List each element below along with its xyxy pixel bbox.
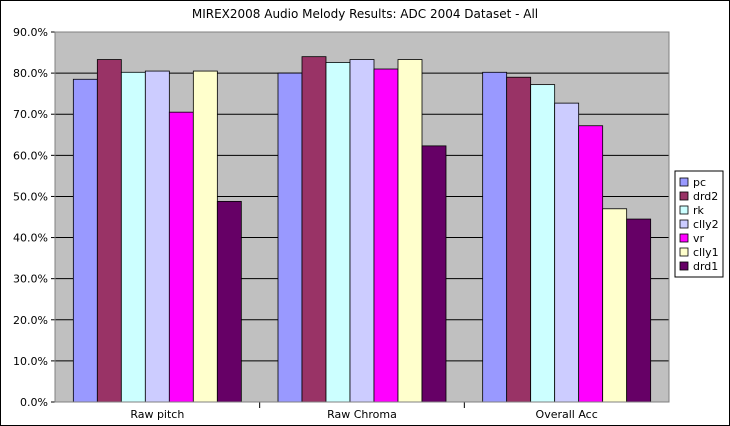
bar [373, 68, 399, 403]
bar [192, 70, 218, 403]
bar [216, 200, 242, 403]
x-tick-label: Overall Acc [536, 408, 598, 421]
bar [397, 59, 423, 403]
bar [168, 111, 194, 403]
y-tick-label: 60.0% [13, 149, 48, 162]
legend-swatch [679, 247, 689, 257]
x-tick-label: Raw pitch [130, 408, 184, 421]
bar [72, 78, 98, 403]
y-tick-label: 30.0% [13, 273, 48, 286]
bar [578, 125, 604, 403]
bar [144, 70, 170, 403]
legend-label: drd1 [693, 260, 718, 273]
bar [626, 218, 652, 403]
y-tick-label: 40.0% [13, 232, 48, 245]
legend-label: vr [693, 232, 705, 245]
chart-title: MIREX2008 Audio Melody Results: ADC 2004… [192, 7, 538, 21]
bar [530, 84, 556, 403]
bar [602, 208, 628, 403]
axes: 0.0% 10.0% 20.0% 30.0% 40.0% 50.0% 60.0% 70.0% 8… [13, 26, 670, 421]
y-tick-label: 70.0% [13, 108, 48, 121]
legend-swatch [679, 191, 689, 201]
y-tick-label: 10.0% [13, 355, 48, 368]
y-tick-label: 90.0% [13, 26, 48, 39]
legend-label: clly1 [693, 246, 719, 259]
legend-swatch [679, 219, 689, 229]
legend-label: drd2 [693, 190, 718, 203]
legend-label: rk [693, 204, 705, 217]
bar [325, 62, 351, 403]
bar [554, 102, 580, 403]
y-tick-label: 50.0% [13, 190, 48, 203]
bars [72, 56, 652, 403]
legend-swatch [679, 177, 689, 187]
legend-label: clly2 [693, 218, 719, 231]
plot-border [54, 31, 670, 403]
legend-label: pc [693, 176, 706, 189]
bar [482, 71, 508, 403]
x-tick-label: Raw Chroma [327, 408, 397, 421]
y-tick-label: 0.0% [20, 396, 48, 409]
bar [301, 56, 327, 403]
y-tick-label: 20.0% [13, 314, 48, 327]
bar [120, 71, 146, 403]
legend-swatch [679, 261, 689, 271]
bar [277, 72, 303, 403]
bar [349, 59, 375, 403]
legend-swatch [679, 233, 689, 243]
bar [96, 59, 122, 403]
bar [506, 76, 532, 403]
bar [421, 145, 447, 403]
y-tick-label: 80.0% [13, 67, 48, 80]
legend-swatch [679, 205, 689, 215]
